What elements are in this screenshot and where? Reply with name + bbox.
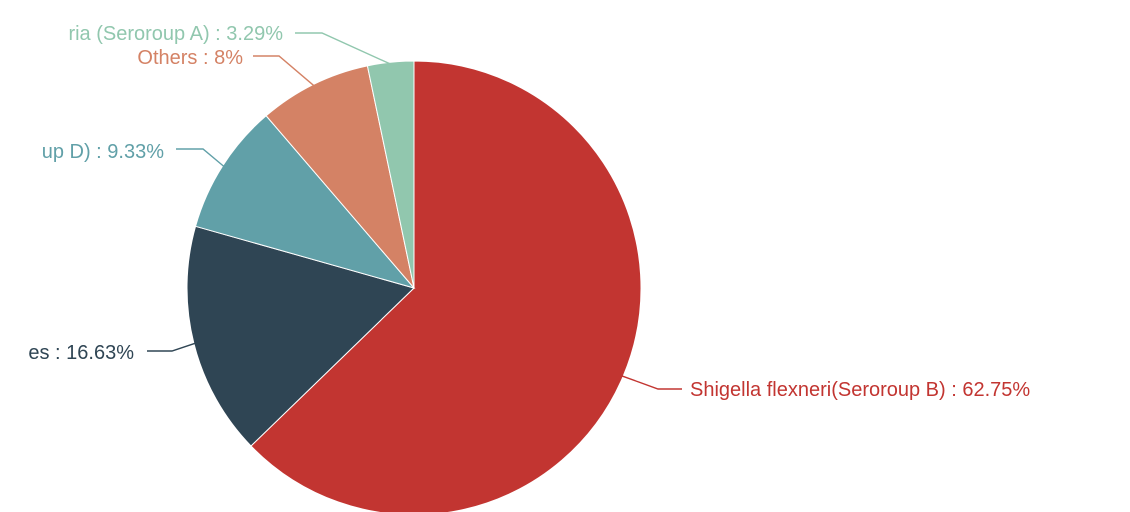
pie-slice-4 xyxy=(366,60,415,289)
slice-label-up-d: up D) : 9.33% xyxy=(42,141,165,163)
leader-line-0 xyxy=(620,375,682,390)
slice-label-ria-seroroup-a: ria (Seroroup A) : 3.29% xyxy=(68,23,283,45)
slice-labels: Shigella flexneri(Seroroup B) : 62.75% e… xyxy=(28,23,1030,401)
leader-line-3 xyxy=(253,55,315,87)
slice-label-shigella-flexneri: Shigella flexneri(Seroroup B) : 62.75% xyxy=(690,379,1030,401)
leader-line-2 xyxy=(176,148,225,168)
leader-line-4 xyxy=(295,32,392,65)
leader-line-1 xyxy=(147,342,197,352)
pie-slices xyxy=(186,60,642,512)
leader-lines xyxy=(147,32,682,390)
slice-label-es: es : 16.63% xyxy=(28,342,134,364)
slice-label-others: Others : 8% xyxy=(137,47,243,69)
pie-slice-3 xyxy=(265,65,415,289)
